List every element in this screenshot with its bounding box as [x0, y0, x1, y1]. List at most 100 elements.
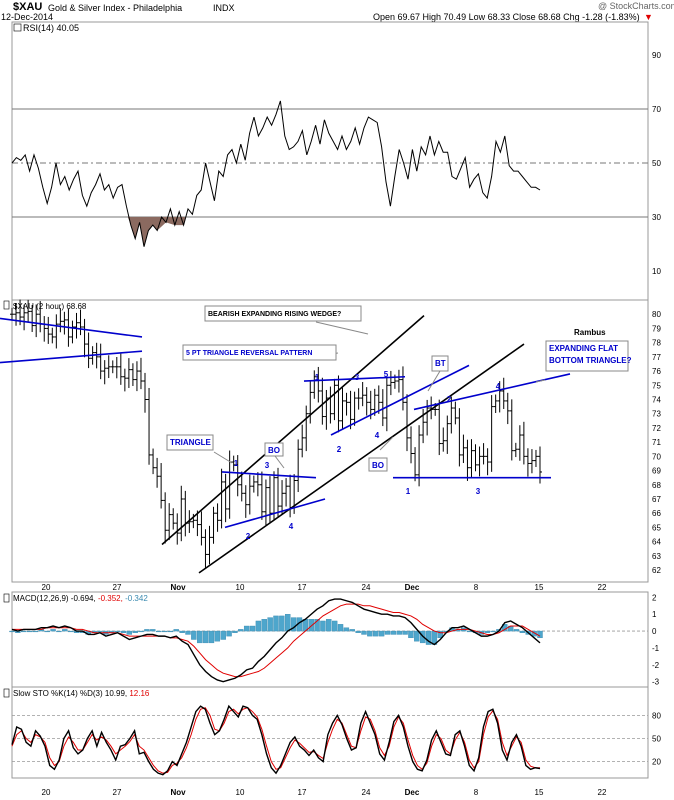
x-tick-label: Nov	[170, 788, 186, 797]
x-tick-label: Dec	[405, 583, 420, 592]
annotation-leader	[379, 436, 394, 451]
macd-histogram-bar	[67, 630, 74, 633]
annotation-leader	[315, 321, 369, 335]
macd-histogram-bar	[226, 630, 232, 637]
macd-histogram-bar	[238, 629, 244, 632]
rsi-tick-label: 50	[652, 159, 661, 168]
macd-histogram-bar	[167, 630, 174, 633]
macd-histogram-bar	[197, 630, 203, 644]
falling-line-lower	[0, 350, 143, 364]
macd-histogram-bar	[220, 630, 226, 640]
macd-histogram-bar	[519, 630, 526, 633]
macd-histogram-bar	[378, 630, 385, 637]
price-tick-label: 63	[652, 552, 661, 561]
macd-histogram-bar	[349, 629, 355, 632]
x-tick-label: 20	[42, 788, 51, 797]
macd-histogram-bar	[9, 630, 15, 633]
annotation-leader	[213, 451, 233, 464]
macd-histogram-bar	[343, 627, 350, 632]
price-tick-label: 62	[652, 566, 661, 575]
panel-frame-4	[11, 686, 649, 779]
annotation-leader	[427, 370, 441, 392]
annotation-text: BO	[372, 461, 384, 470]
macd-histogram-bar	[97, 630, 103, 633]
pattern-point-label: 3	[476, 487, 481, 496]
macd-line	[11, 598, 541, 683]
macd-histogram-bar	[144, 629, 150, 632]
macd-histogram-bar	[138, 630, 144, 633]
x-tick-label: 22	[598, 788, 607, 797]
annotation-box	[264, 442, 284, 457]
x-tick-label: 10	[236, 583, 245, 592]
macd-histogram-bar	[390, 630, 397, 635]
pattern-point-label: 4	[289, 522, 294, 531]
macd-histogram-bar	[232, 630, 238, 633]
macd-histogram-bar	[267, 617, 273, 632]
sto-legend-swatch	[3, 688, 10, 698]
macd-histogram-bar	[314, 619, 320, 632]
macd-histogram-bar	[437, 630, 443, 639]
macd-histogram-bar	[132, 630, 138, 633]
annotation-box	[368, 457, 388, 472]
chart-date: 12-Dec-2014	[1, 12, 54, 22]
x-tick-label: 24	[362, 583, 371, 592]
macd-histogram-bar	[361, 630, 367, 635]
macd-histogram-bar	[44, 630, 50, 633]
macd-title-part-2: -0.694,	[71, 594, 98, 603]
price-tick-label: 72	[652, 424, 661, 433]
wedge-upper-line	[161, 315, 425, 546]
chart-header: $XAU Gold & Silver Index - Philadelphia …	[0, 0, 674, 22]
macd-histogram-bar	[279, 615, 285, 632]
macd-histogram-bar	[484, 630, 490, 633]
macd-tick-label: 0	[652, 627, 657, 636]
panel-frame-3	[11, 591, 649, 688]
pattern-point-label: 3	[265, 461, 270, 470]
macd-tick-label: -2	[652, 661, 660, 670]
rsi-tick-label: 10	[652, 267, 661, 276]
macd-histogram-bar	[179, 630, 185, 633]
macd-histogram-bar	[161, 630, 168, 633]
rsi-title: RSI(14) 40.05	[23, 23, 79, 33]
price-tick-label: 68	[652, 481, 661, 490]
price-tick-label: 78	[652, 339, 661, 348]
macd-histogram-bar	[326, 619, 332, 632]
annotation-box	[431, 355, 449, 372]
price-tick-label: 67	[652, 495, 661, 504]
watermark: @ StockCharts.com	[598, 1, 674, 11]
sto-title-part-1: Slow STO %K(14) %D(3)	[13, 689, 105, 698]
down-arrow-icon: ▼	[644, 12, 653, 22]
macd-title-part-3: -0.352,	[98, 594, 125, 603]
index-name: Gold & Silver Index - Philadelphia	[48, 3, 183, 13]
falling-line-upper	[0, 317, 143, 338]
pattern-point-label: 2	[246, 532, 251, 541]
x-tick-label: 20	[42, 583, 51, 592]
price-tick-label: 73	[652, 410, 661, 419]
annotation-text: 5 PT TRIANGLE REVERSAL PATTERN	[186, 350, 312, 357]
annotation-text: Rambus	[574, 328, 606, 337]
price-tick-label: 64	[652, 538, 661, 547]
macd-histogram-bar	[202, 630, 209, 644]
exchange-label: INDX	[213, 3, 235, 13]
macd-histogram-bar	[414, 630, 420, 642]
price-tick-label: 80	[652, 310, 661, 319]
sto-tick-label: 20	[652, 758, 661, 767]
macd-title: MACD(12,26,9) -0.694, -0.352, -0.342	[13, 594, 148, 603]
triangle-upper-line	[221, 471, 317, 479]
pattern-lower-line	[330, 364, 470, 436]
macd-histogram-bar	[537, 630, 543, 639]
quote-readout: Open 69.67 High 70.49 Low 68.33 Close 68…	[373, 12, 640, 22]
price-panel: 62 63 64 65 66 67 68 69 70 71 72 73 74 75 76 77 78 79 80 20…	[0, 299, 661, 592]
x-tick-label: 27	[113, 583, 122, 592]
x-tick-label: 22	[598, 583, 607, 592]
price-title: $XAU (2 hour) 68.68	[13, 302, 87, 311]
macd-histogram-bar	[126, 630, 133, 635]
x-tick-label: Dec	[405, 788, 420, 797]
macd-histogram-bar	[26, 630, 33, 633]
macd-histogram-bar	[290, 617, 297, 632]
rsi-legend-swatch	[13, 23, 22, 32]
x-tick-label: 17	[298, 583, 307, 592]
macd-histogram-bar	[114, 630, 121, 633]
macd-panel: -3 -2 -1 0 1 2 MACD(12,26,9) -0.694, -0.352, -…	[3, 593, 660, 687]
macd-histogram-bar	[513, 629, 520, 632]
price-tick-label: 76	[652, 367, 661, 376]
